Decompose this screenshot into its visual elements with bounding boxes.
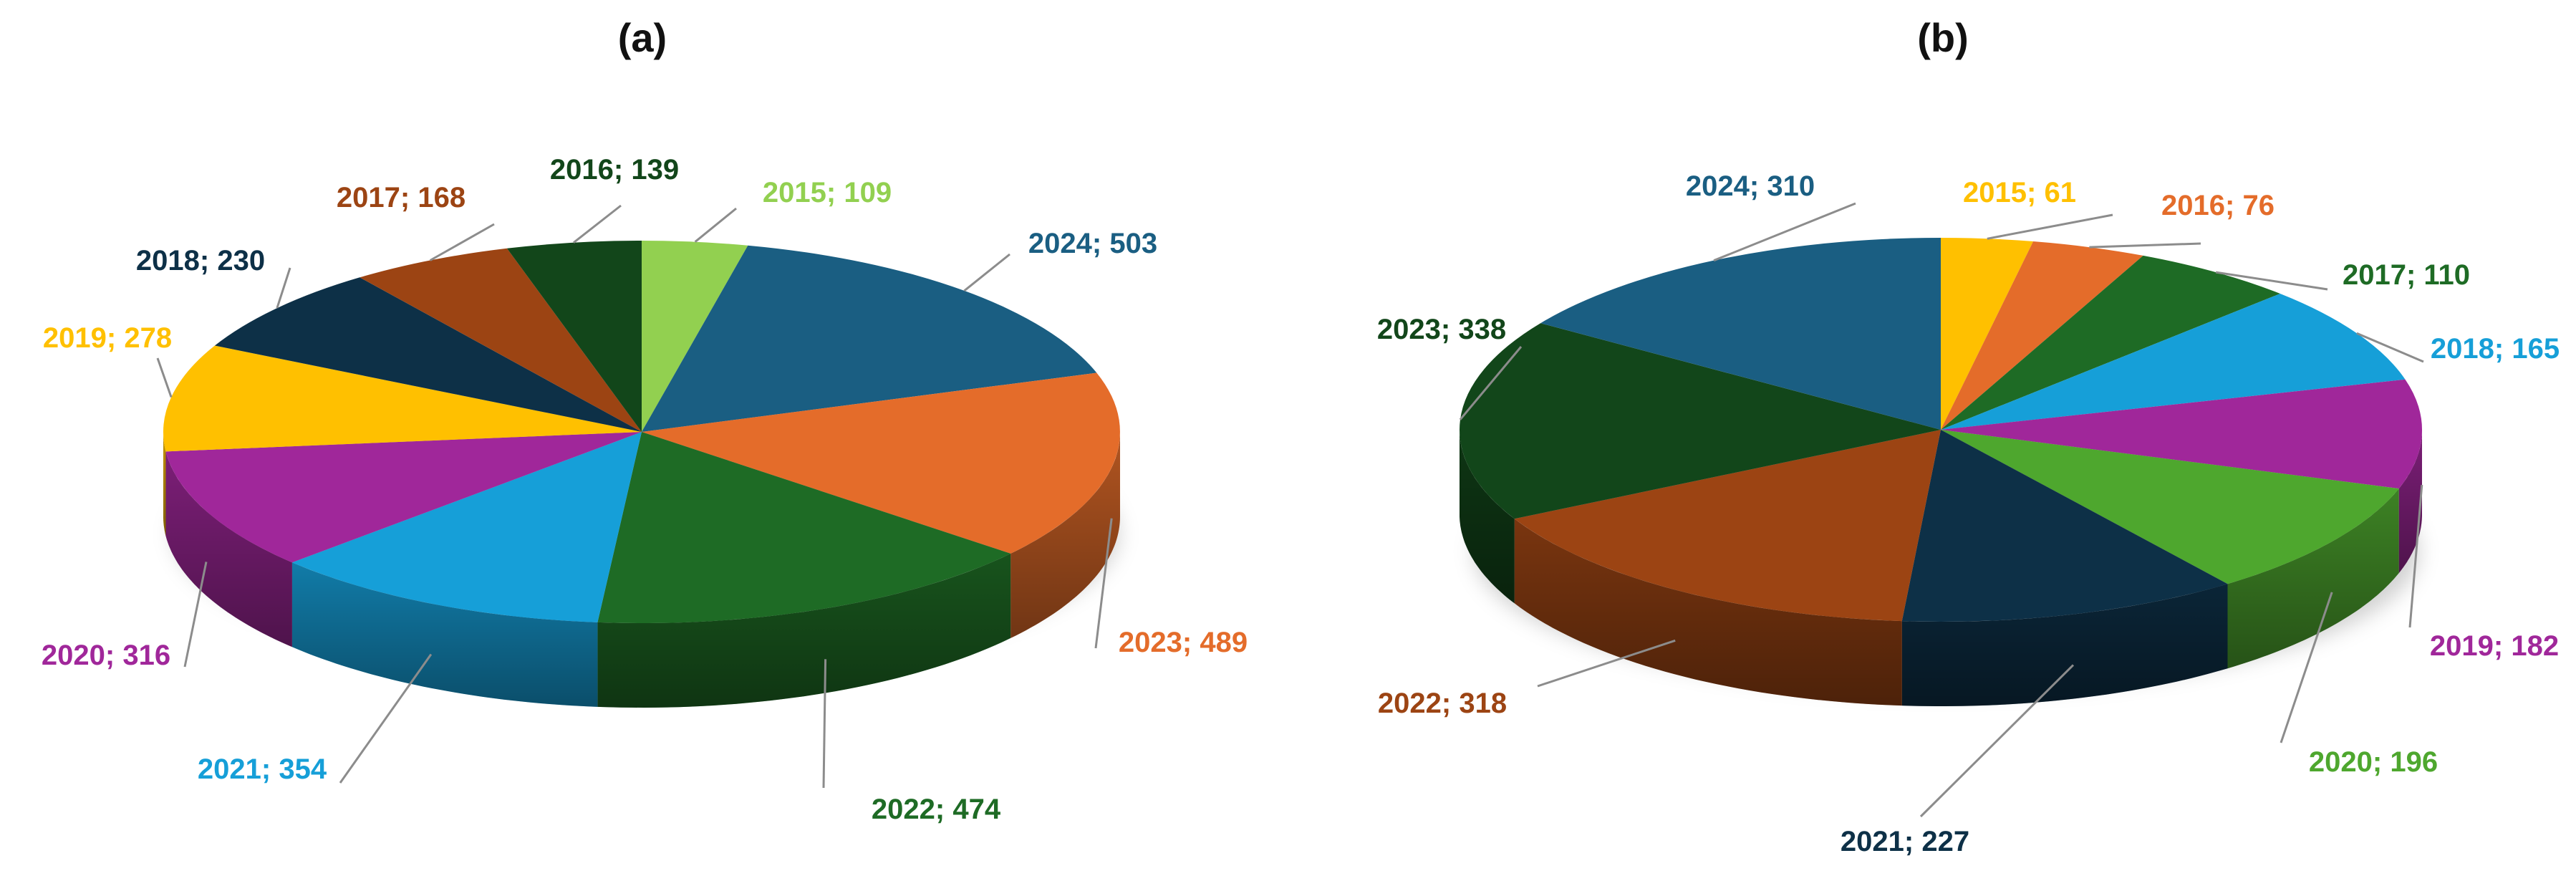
leader-line-2015 (694, 207, 737, 243)
leader-line-2020 (183, 562, 208, 668)
chart-b-side-layer (1460, 430, 2422, 706)
leader-line-2019 (2408, 484, 2423, 628)
slice-2016 (1941, 241, 2143, 430)
leader-line-2021 (1919, 664, 2075, 818)
chart-a-leader-lines (156, 204, 1113, 789)
slice-2017 (360, 248, 642, 432)
side-wall-shade-2023 (1010, 432, 1120, 638)
leader-line-2016 (573, 204, 622, 244)
side-wall-shade-2022 (1514, 519, 1902, 706)
slice-label-2020: 2020; 196 (2309, 746, 2438, 778)
slice-label-2022: 2022; 474 (872, 794, 1001, 825)
side-wall-shade-2021 (1901, 584, 2228, 706)
side-wall-shade-2019 (163, 432, 166, 536)
slice-2018 (214, 277, 642, 432)
leader-line-2024 (963, 253, 1010, 292)
slice-label-2016: 2016; 76 (2161, 190, 2274, 221)
slice-label-2023: 2023; 338 (1377, 314, 1506, 345)
slice-2015 (1941, 238, 2034, 430)
chart-b-leader-lines (1459, 202, 2424, 818)
slice-label-2018: 2018; 165 (2431, 333, 2560, 365)
slice-label-2018: 2018; 230 (136, 245, 265, 276)
leader-line-2017 (429, 223, 495, 261)
leader-line-2023 (1094, 518, 1113, 649)
slice-label-2021: 2021; 227 (1841, 826, 1969, 857)
slice-2021 (291, 432, 642, 622)
slice-2020 (1941, 430, 2399, 584)
slice-label-2019: 2019; 182 (2430, 630, 2559, 662)
chart-a-title: (a) (618, 15, 667, 60)
leader-line-2022 (1537, 639, 1676, 688)
slice-2015 (642, 241, 748, 432)
leader-line-2020 (2280, 592, 2333, 743)
leader-line-2016 (2089, 242, 2201, 249)
slice-2019 (1941, 379, 2423, 489)
chart-a-side-layer (163, 432, 1120, 708)
slice-2022 (1514, 430, 1941, 622)
slice-label-2024: 2024; 310 (1686, 170, 1815, 202)
slice-label-2015: 2015; 61 (1963, 177, 2076, 208)
slice-label-2017: 2017; 110 (2343, 259, 2470, 291)
slice-2023 (1460, 323, 1941, 519)
chart-b-title: (b) (1917, 15, 1969, 60)
slice-label-2016: 2016; 139 (550, 154, 679, 186)
slice-2021 (1901, 430, 2228, 622)
side-wall-shade-2023 (1460, 430, 1515, 604)
side-wall-shade-2021 (291, 562, 598, 707)
chart-b-top-layer (1460, 238, 2423, 622)
slice-2018 (1941, 294, 2406, 430)
side-wall-shade-2020 (165, 451, 292, 647)
slice-label-2023: 2023; 489 (1119, 627, 1248, 658)
side-wall-shade-2019 (2398, 430, 2422, 574)
slice-label-2021: 2021; 354 (198, 753, 327, 785)
leader-line-2021 (339, 653, 433, 784)
slice-2022 (597, 432, 1011, 624)
slice-label-2022: 2022; 318 (1378, 688, 1507, 719)
chart-a-top-layer (163, 241, 1120, 624)
leader-line-2015 (1987, 213, 2113, 240)
leader-line-2019 (156, 357, 173, 398)
slice-2017 (1941, 255, 2280, 430)
slice-2024 (1540, 238, 1941, 430)
slice-2020 (165, 432, 642, 563)
side-wall-shade-2022 (597, 553, 1011, 708)
leader-line-2018 (2356, 332, 2424, 363)
leader-line-2018 (276, 267, 291, 309)
leader-line-2022 (822, 659, 827, 789)
slice-2024 (642, 245, 1097, 432)
side-wall-shade-2020 (2227, 488, 2399, 669)
leader-line-2024 (1713, 202, 1856, 262)
slice-label-2024: 2024; 503 (1028, 228, 1157, 259)
slice-label-2019: 2019; 278 (43, 322, 172, 354)
chart-a-labels: 2015; 109 2024; 503 2023; 489 2022; 474 2021… (42, 154, 1248, 825)
slice-2016 (506, 241, 642, 432)
slice-2023 (642, 372, 1120, 554)
slice-label-2015: 2015; 109 (763, 177, 892, 208)
leader-line-2023 (1459, 346, 1523, 420)
pie-chart-a: (a) 2015; 109 2024; 503 2023; 489 2022; 474… (42, 15, 1248, 825)
slice-label-2020: 2020; 316 (42, 640, 170, 671)
chart-b-labels: 2015; 61 2016; 76 2017; 110 2018; 165 2019; … (1377, 170, 2560, 857)
leader-line-2017 (2215, 271, 2328, 291)
slice-label-2017: 2017; 168 (337, 182, 465, 213)
slice-2019 (163, 345, 642, 452)
